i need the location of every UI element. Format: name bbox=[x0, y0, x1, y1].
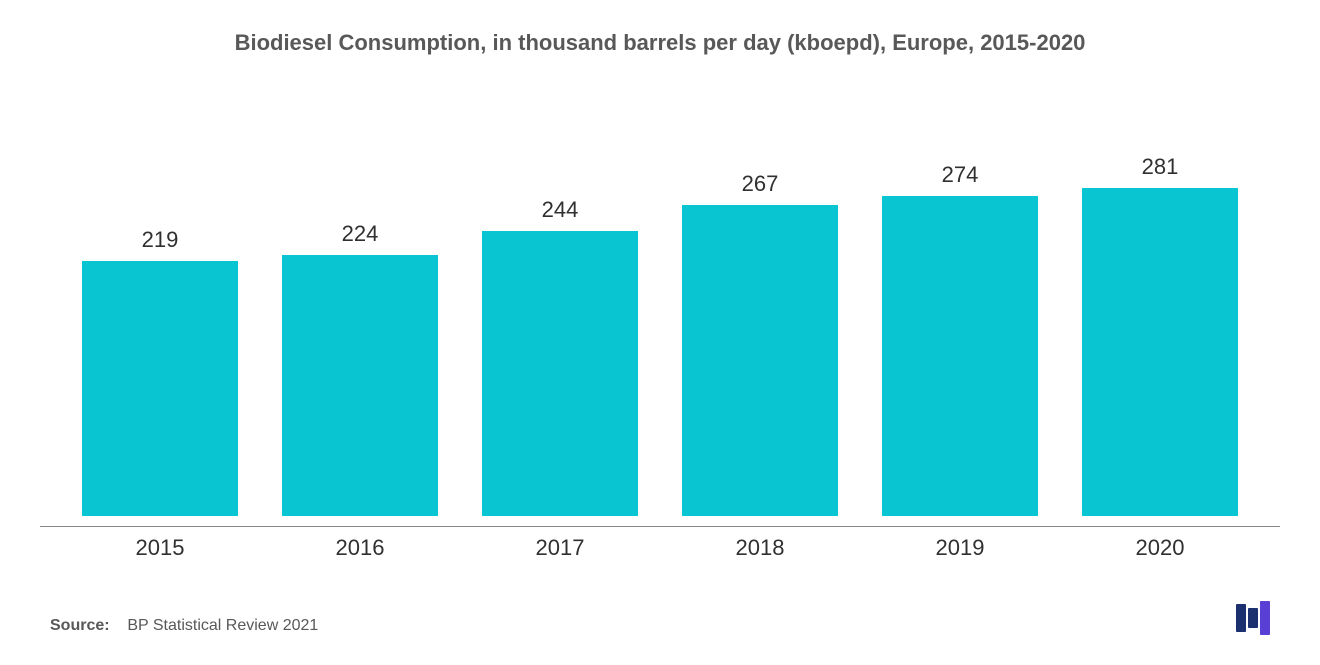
bar-group: 267 bbox=[660, 171, 860, 517]
bar bbox=[882, 196, 1038, 516]
bar-group: 281 bbox=[1060, 154, 1260, 516]
bar-value-label: 224 bbox=[342, 221, 379, 247]
x-tick-label: 2015 bbox=[60, 535, 260, 561]
bar-group: 224 bbox=[260, 221, 460, 516]
bar bbox=[282, 255, 438, 516]
chart-footer: Source: BP Statistical Review 2021 bbox=[40, 561, 1280, 645]
logo-bar bbox=[1248, 608, 1258, 628]
logo-bar bbox=[1260, 601, 1270, 635]
bar-group: 274 bbox=[860, 162, 1060, 516]
logo-bar bbox=[1236, 604, 1246, 632]
x-axis: 201520162017201820192020 bbox=[40, 526, 1280, 561]
bar-value-label: 267 bbox=[742, 171, 779, 197]
bar bbox=[1082, 188, 1238, 516]
bar bbox=[682, 205, 838, 517]
bar bbox=[82, 261, 238, 517]
source-label: Source: bbox=[50, 617, 110, 634]
brand-logo bbox=[1236, 601, 1270, 635]
bar bbox=[482, 231, 638, 516]
chart-container: Biodiesel Consumption, in thousand barre… bbox=[0, 0, 1320, 665]
x-tick-label: 2017 bbox=[460, 535, 660, 561]
bar-value-label: 274 bbox=[942, 162, 979, 188]
bar-group: 219 bbox=[60, 227, 260, 517]
bar-group: 244 bbox=[460, 197, 660, 516]
x-tick-label: 2019 bbox=[860, 535, 1060, 561]
plot-area: 219 224 244 267 274 281 bbox=[40, 106, 1280, 516]
x-tick-label: 2018 bbox=[660, 535, 860, 561]
bar-value-label: 244 bbox=[542, 197, 579, 223]
x-tick-label: 2020 bbox=[1060, 535, 1260, 561]
x-tick-label: 2016 bbox=[260, 535, 460, 561]
source-citation: Source: BP Statistical Review 2021 bbox=[50, 617, 318, 635]
bar-value-label: 281 bbox=[1142, 154, 1179, 180]
chart-title: Biodiesel Consumption, in thousand barre… bbox=[40, 30, 1280, 56]
bar-value-label: 219 bbox=[142, 227, 179, 253]
source-text: BP Statistical Review 2021 bbox=[127, 617, 318, 634]
